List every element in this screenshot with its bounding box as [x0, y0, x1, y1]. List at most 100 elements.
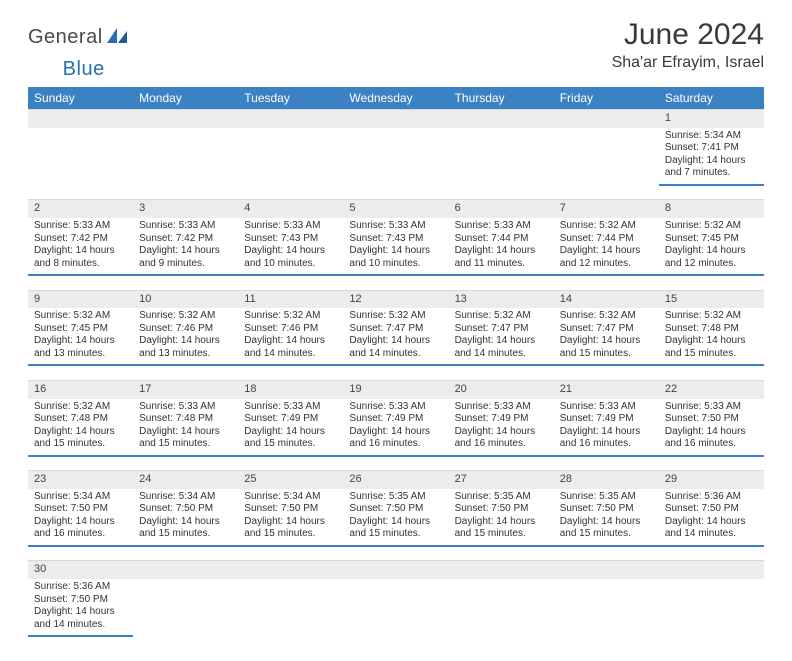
- day-number: 6: [449, 200, 554, 218]
- sunrise-line: Sunrise: 5:36 AM: [665, 491, 758, 504]
- sunrise-line: Sunrise: 5:34 AM: [244, 491, 337, 504]
- day-number: 14: [554, 290, 659, 308]
- daylight-line: Daylight: 14 hours and 16 minutes.: [34, 516, 127, 541]
- day-number: 26: [343, 471, 448, 489]
- day-number-row: 23242526272829: [28, 471, 764, 489]
- day-cell: [133, 579, 238, 651]
- daylight-line: Daylight: 14 hours and 8 minutes.: [34, 245, 127, 270]
- sunset-line: Sunset: 7:45 PM: [34, 323, 127, 336]
- day-cell: [343, 128, 448, 200]
- daylight-line: Daylight: 14 hours and 7 minutes.: [665, 155, 758, 180]
- day-cell: Sunrise: 5:33 AMSunset: 7:44 PMDaylight:…: [449, 218, 554, 290]
- day-number: 27: [449, 471, 554, 489]
- sunrise-line: Sunrise: 5:32 AM: [560, 220, 653, 233]
- day-number: [28, 110, 133, 128]
- logo-text-general: General: [28, 26, 103, 49]
- day-cell: Sunrise: 5:32 AMSunset: 7:45 PMDaylight:…: [28, 308, 133, 380]
- day-number: [343, 110, 448, 128]
- sunrise-line: Sunrise: 5:32 AM: [560, 310, 653, 323]
- day-number-row: 30: [28, 561, 764, 579]
- day-cell: Sunrise: 5:32 AMSunset: 7:47 PMDaylight:…: [343, 308, 448, 380]
- day-cell: Sunrise: 5:32 AMSunset: 7:48 PMDaylight:…: [659, 308, 764, 380]
- weekday-header: Friday: [554, 87, 659, 110]
- sunset-line: Sunset: 7:48 PM: [139, 413, 232, 426]
- sunrise-line: Sunrise: 5:32 AM: [665, 220, 758, 233]
- sunset-line: Sunset: 7:45 PM: [665, 233, 758, 246]
- day-cell: Sunrise: 5:35 AMSunset: 7:50 PMDaylight:…: [554, 489, 659, 561]
- daylight-line: Daylight: 14 hours and 14 minutes.: [455, 335, 548, 360]
- month-title: June 2024: [612, 18, 764, 52]
- day-cell: [343, 579, 448, 651]
- daylight-line: Daylight: 14 hours and 10 minutes.: [349, 245, 442, 270]
- day-number: [343, 561, 448, 579]
- calendar-body: 1Sunrise: 5:34 AMSunset: 7:41 PMDaylight…: [28, 110, 764, 652]
- day-number: 15: [659, 290, 764, 308]
- daylight-line: Daylight: 14 hours and 9 minutes.: [139, 245, 232, 270]
- sunset-line: Sunset: 7:50 PM: [665, 503, 758, 516]
- day-number: 10: [133, 290, 238, 308]
- sunset-line: Sunset: 7:50 PM: [34, 503, 127, 516]
- day-number: 9: [28, 290, 133, 308]
- day-number-row: 16171819202122: [28, 380, 764, 398]
- day-number: 25: [238, 471, 343, 489]
- sunrise-line: Sunrise: 5:35 AM: [349, 491, 442, 504]
- day-number: 13: [449, 290, 554, 308]
- day-cell: Sunrise: 5:34 AMSunset: 7:50 PMDaylight:…: [28, 489, 133, 561]
- daylight-line: Daylight: 14 hours and 15 minutes.: [349, 516, 442, 541]
- daylight-line: Daylight: 14 hours and 16 minutes.: [349, 426, 442, 451]
- day-number: [238, 110, 343, 128]
- day-number: 11: [238, 290, 343, 308]
- sunrise-line: Sunrise: 5:33 AM: [244, 401, 337, 414]
- weekday-header: Thursday: [449, 87, 554, 110]
- sunrise-line: Sunrise: 5:33 AM: [455, 220, 548, 233]
- sunset-line: Sunset: 7:47 PM: [349, 323, 442, 336]
- day-cell: Sunrise: 5:34 AMSunset: 7:50 PMDaylight:…: [133, 489, 238, 561]
- day-number: 8: [659, 200, 764, 218]
- weekday-header: Wednesday: [343, 87, 448, 110]
- sunrise-line: Sunrise: 5:32 AM: [34, 401, 127, 414]
- day-cell: [659, 579, 764, 651]
- weekday-header: Sunday: [28, 87, 133, 110]
- day-number-row: 9101112131415: [28, 290, 764, 308]
- day-cell: Sunrise: 5:35 AMSunset: 7:50 PMDaylight:…: [343, 489, 448, 561]
- day-cell: [28, 128, 133, 200]
- sunrise-line: Sunrise: 5:34 AM: [139, 491, 232, 504]
- day-cell: Sunrise: 5:33 AMSunset: 7:49 PMDaylight:…: [554, 399, 659, 471]
- day-cell: Sunrise: 5:32 AMSunset: 7:46 PMDaylight:…: [133, 308, 238, 380]
- sunset-line: Sunset: 7:44 PM: [560, 233, 653, 246]
- day-number: [449, 561, 554, 579]
- day-number: 16: [28, 380, 133, 398]
- sunset-line: Sunset: 7:47 PM: [560, 323, 653, 336]
- day-number: 21: [554, 380, 659, 398]
- day-cell: Sunrise: 5:35 AMSunset: 7:50 PMDaylight:…: [449, 489, 554, 561]
- logo-text-blue: Blue: [63, 58, 105, 81]
- day-number: 12: [343, 290, 448, 308]
- day-cell: Sunrise: 5:33 AMSunset: 7:49 PMDaylight:…: [343, 399, 448, 471]
- day-cell: Sunrise: 5:34 AMSunset: 7:50 PMDaylight:…: [238, 489, 343, 561]
- daylight-line: Daylight: 14 hours and 14 minutes.: [349, 335, 442, 360]
- daylight-line: Daylight: 14 hours and 14 minutes.: [34, 606, 127, 631]
- day-content-row: Sunrise: 5:34 AMSunset: 7:41 PMDaylight:…: [28, 128, 764, 200]
- sunrise-line: Sunrise: 5:32 AM: [139, 310, 232, 323]
- day-cell: Sunrise: 5:34 AMSunset: 7:41 PMDaylight:…: [659, 128, 764, 200]
- daylight-line: Daylight: 14 hours and 15 minutes.: [139, 426, 232, 451]
- sunset-line: Sunset: 7:48 PM: [665, 323, 758, 336]
- sunset-line: Sunset: 7:42 PM: [139, 233, 232, 246]
- daylight-line: Daylight: 14 hours and 15 minutes.: [244, 426, 337, 451]
- daylight-line: Daylight: 14 hours and 16 minutes.: [665, 426, 758, 451]
- sunset-line: Sunset: 7:49 PM: [349, 413, 442, 426]
- day-cell: [449, 579, 554, 651]
- day-number: [449, 110, 554, 128]
- day-content-row: Sunrise: 5:32 AM Sunset: 7:45 PM Daylight:…: [28, 308, 764, 380]
- day-number: [133, 561, 238, 579]
- daylight-line: Daylight: 14 hours and 15 minutes.: [560, 335, 653, 360]
- sunrise-line: Sunrise: 5:33 AM: [349, 401, 442, 414]
- sunrise-line: Sunrise: 5:36 AM: [34, 581, 127, 594]
- sunset-line: Sunset: 7:50 PM: [349, 503, 442, 516]
- daylight-line: Daylight: 14 hours and 14 minutes.: [665, 516, 758, 541]
- day-number: [133, 110, 238, 128]
- location: Sha'ar Efrayim, Israel: [612, 54, 764, 72]
- daylight-line: Daylight: 14 hours and 12 minutes.: [560, 245, 653, 270]
- weekday-header: Saturday: [659, 87, 764, 110]
- sunrise-line: Sunrise: 5:32 AM: [455, 310, 548, 323]
